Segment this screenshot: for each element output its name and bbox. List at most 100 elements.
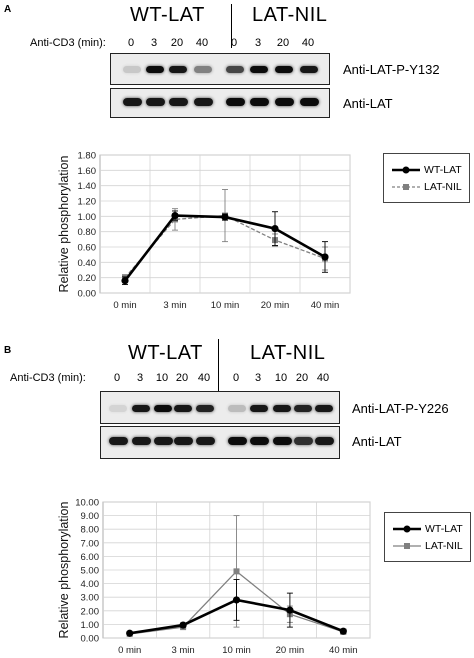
blot-band [146, 66, 164, 73]
blot-band [250, 405, 268, 412]
blot-band [274, 98, 294, 106]
blot-band [249, 437, 269, 445]
y-tick-label: 9.00 [81, 511, 100, 522]
data-point [233, 568, 240, 575]
blot-band [109, 405, 127, 412]
data-point [126, 629, 134, 637]
blot-band [173, 437, 193, 445]
y-tick-label: 0.40 [78, 258, 97, 269]
blot-band [226, 66, 244, 73]
blot-band [169, 66, 187, 73]
y-tick-label: 0.20 [78, 273, 97, 284]
lane-label: 20 [295, 372, 309, 384]
blot-band [300, 66, 318, 73]
blot-band [123, 66, 141, 73]
x-tick-label: 10 min [222, 645, 251, 656]
blot-band [273, 405, 291, 412]
wt-lat-group-title: WT-LAT [130, 4, 205, 26]
legend-lat-nil: LAT-NIL [424, 181, 462, 193]
lat-nil-group-title: LAT-NIL [250, 342, 326, 364]
data-point [321, 253, 329, 261]
y-tick-label: 0.00 [81, 634, 100, 645]
blot-band [168, 98, 188, 106]
blot-band [122, 98, 142, 106]
lane-label: 40 [197, 372, 211, 384]
lane-label: 10 [155, 372, 169, 384]
blot-band [108, 437, 128, 445]
legend-swatches [393, 525, 421, 549]
lane-label: 3 [254, 37, 262, 49]
lane-label: 0 [127, 37, 135, 49]
blot-band [299, 98, 319, 106]
lane-label: 3 [136, 372, 144, 384]
y-tick-label: 8.00 [81, 525, 100, 536]
panel-letter: B [4, 345, 12, 356]
y-tick-label: 1.40 [78, 181, 97, 192]
blot-total-lat [100, 426, 340, 459]
treatment-label: Anti-CD3 (min): [30, 37, 106, 49]
legend-wt-lat: WT-LAT [424, 164, 462, 176]
blot-label-total: Anti-LAT [352, 434, 402, 449]
blot-band [196, 405, 214, 412]
lane-label: 10 [274, 372, 288, 384]
x-tick-label: 20 min [276, 645, 305, 656]
data-point [179, 621, 187, 629]
group-divider [231, 4, 232, 48]
blot-band [314, 437, 334, 445]
y-tick-label: 0.80 [78, 227, 97, 238]
x-tick-label: 20 min [261, 300, 290, 311]
blot-label-phospho: Anti-LAT-P-Y226 [352, 401, 449, 416]
lane-label: 40 [316, 372, 330, 384]
blot-label-total: Anti-LAT [343, 96, 393, 111]
blot-band [250, 66, 268, 73]
blot-band [174, 405, 192, 412]
lane-label: 0 [232, 372, 240, 384]
chart-panel-b: 0.00 1.00 2.00 3.00 4.00 5.00 6.00 7.00 8.00 9.00… [57, 498, 371, 656]
blot-band [227, 437, 247, 445]
lane-label: 20 [170, 37, 184, 49]
chart-panel-a: 0.00 0.20 0.40 0.60 0.80 1.00 1.20 1.40 1.60 1.80… [57, 151, 351, 311]
legend-swatches [392, 166, 420, 190]
blot-band [294, 405, 312, 412]
blot-band [315, 405, 333, 412]
lane-label: 0 [113, 372, 121, 384]
data-point [339, 627, 347, 635]
blot-band [131, 437, 151, 445]
blot-band [275, 66, 293, 73]
blot-band [249, 98, 269, 106]
y-tick-label: 5.00 [81, 566, 100, 577]
y-tick-label: 1.80 [78, 151, 97, 162]
y-tick-label: 1.60 [78, 166, 97, 177]
y-axis-label: Relative phosphorylation [57, 156, 71, 293]
data-point [221, 213, 229, 221]
x-tick-label: 3 min [163, 300, 186, 311]
lane-label: 3 [150, 37, 158, 49]
data-point [286, 606, 294, 614]
data-point [121, 277, 129, 285]
legend-lat-nil: LAT-NIL [425, 540, 463, 552]
lane-label: 40 [301, 37, 315, 49]
y-tick-label: 0.60 [78, 243, 97, 254]
y-tick-label: 1.00 [81, 620, 100, 631]
legend-panel-a: WT-LAT LAT-NIL [383, 153, 470, 203]
x-tick-label: 40 min [311, 300, 340, 311]
lat-nil-group-title: LAT-NIL [252, 4, 328, 26]
y-tick-label: 6.00 [81, 552, 100, 563]
y-tick-label: 0.00 [78, 289, 97, 300]
lane-label: 40 [195, 37, 209, 49]
blot-phospho-y132 [110, 53, 330, 85]
treatment-label: Anti-CD3 (min): [10, 372, 86, 384]
blot-band [195, 437, 215, 445]
blot-band [145, 98, 165, 106]
y-tick-label: 10.00 [75, 498, 99, 509]
lane-label: 20 [276, 37, 290, 49]
x-tick-label: 10 min [211, 300, 240, 311]
x-tick-label: 0 min [118, 645, 141, 656]
group-divider [218, 339, 219, 391]
blot-band [132, 405, 150, 412]
y-tick-label: 1.20 [78, 197, 97, 208]
y-tick-label: 3.00 [81, 593, 100, 604]
y-tick-label: 1.00 [78, 212, 97, 223]
blot-band [228, 405, 246, 412]
blot-band [153, 437, 173, 445]
